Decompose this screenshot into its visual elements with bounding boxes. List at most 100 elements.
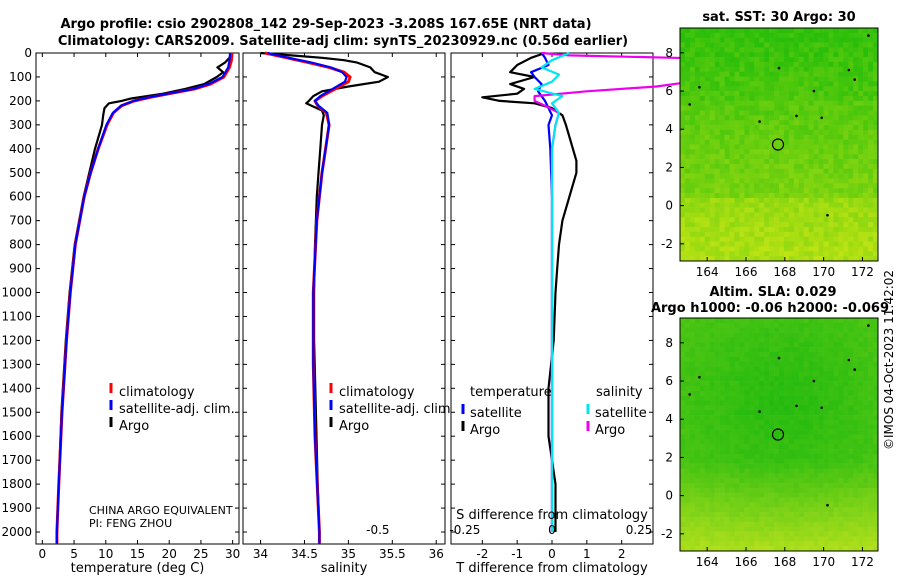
map-cell [764,188,770,194]
map-cell [828,236,834,242]
map-cell [848,168,854,174]
map-cell [858,129,864,136]
map-cell [813,246,819,252]
map-cell [774,439,780,445]
map-cell [734,449,740,455]
map-cell [779,159,785,165]
map-cell [818,251,824,257]
map-cell [769,497,775,503]
map-cell [833,212,839,218]
map-cell [853,526,859,532]
map-cell [699,492,706,498]
map-cell [729,110,735,116]
map-cell [783,371,790,377]
map-cell [803,159,809,165]
map-cell [818,193,824,199]
map-cell [754,536,760,542]
map-cell [848,351,854,358]
map-cell [719,434,725,440]
map-cell [853,512,859,518]
map-cell [699,91,706,97]
map-cell [779,217,785,223]
map-cell [838,236,844,242]
map-cell [848,419,854,426]
map-cell [769,52,775,58]
map-cell [798,327,805,333]
map-cell [858,105,864,111]
map-cell [694,473,701,479]
map-cell [838,318,844,324]
map-cell [843,86,849,92]
map-cell [734,327,740,333]
map-cell [699,37,706,43]
map-cell [739,400,745,406]
map-cell [863,502,869,508]
map-cell [689,327,696,333]
map-cell [774,381,780,387]
map-cell [873,371,879,377]
map-cell [754,173,760,179]
map-cell [729,434,735,440]
map-cell [833,217,839,223]
map-cell [694,439,701,445]
map-cell [734,37,740,43]
map-cell [828,105,834,111]
map-cell [848,212,854,218]
map-cell [853,318,859,324]
map-cell [858,342,864,348]
map-cell [808,424,814,430]
map-cell [813,37,819,43]
map-cell [848,332,854,338]
map-cell [798,42,805,48]
map-cell [863,342,869,348]
map-cell [813,385,819,392]
map-cell [788,217,795,223]
map-cell [803,28,809,34]
map-cell [769,231,775,238]
map-cell [719,410,725,416]
map-cell [803,71,809,77]
map-cell [739,546,745,552]
map-cell [863,125,869,131]
map-cell [818,236,824,242]
map-cell [858,57,864,63]
map-cell [684,453,691,460]
map-cell [783,144,790,150]
map-cell [729,468,735,474]
map-cell [694,507,701,513]
map-cell [793,546,800,552]
map-cell [828,47,834,53]
map-cell [803,342,809,348]
map-cell [823,332,829,338]
map-cell [848,110,854,116]
map-cell [848,429,854,435]
map-cell [704,159,710,165]
map-cell [868,251,874,257]
map-cell [813,541,819,547]
map-cell [744,178,750,184]
map-cell [764,212,770,218]
map-cell [689,105,696,111]
map-cell [853,110,859,116]
map-cell [749,100,755,106]
map-cell [783,42,790,48]
map-cell [714,400,720,406]
map-cell [779,502,785,508]
map-cell [868,236,874,242]
map-cell [788,439,795,445]
map-cell [868,322,874,328]
map-cell [779,449,785,455]
map-cell [774,251,780,257]
map-cell [779,521,785,528]
map-cell [803,521,809,528]
map-cell [754,521,760,528]
map-cell [823,28,829,34]
map-cell [788,241,795,247]
map-cell [680,57,686,63]
map-cell [694,144,701,150]
depth-tick-label: 2000 [1,525,32,539]
map-cell [754,449,760,455]
map-cell [793,134,800,140]
map-cell [818,322,824,328]
map-cell [719,327,725,333]
